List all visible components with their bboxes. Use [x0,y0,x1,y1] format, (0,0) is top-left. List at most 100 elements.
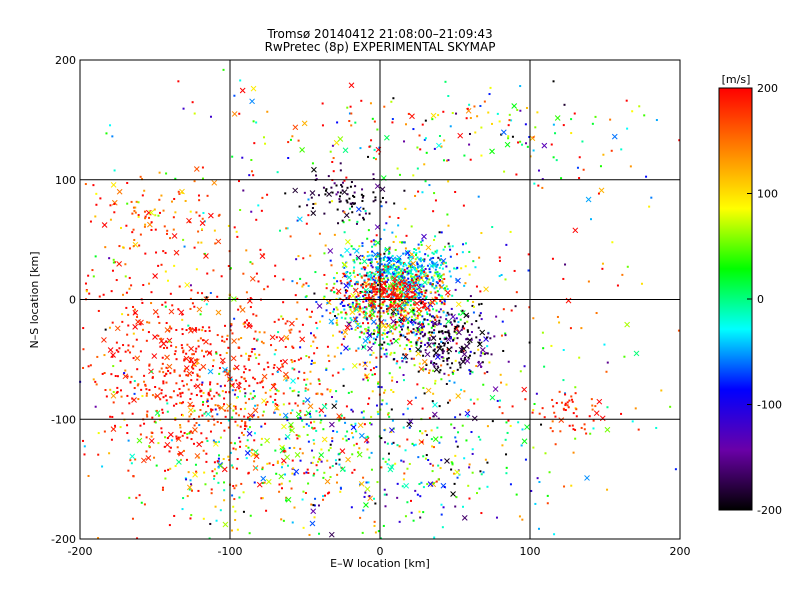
data-point-3685 [431,118,434,121]
data-point-2851 [574,437,577,440]
data-point-3168 [326,492,329,495]
data-point-475 [370,240,373,243]
data-point-983 [436,263,439,266]
data-point-2901 [339,302,342,305]
data-point-2007 [231,338,237,344]
data-point-2504 [479,438,482,441]
data-point-2999 [421,302,428,309]
data-point-700 [402,334,405,337]
data-point-1183 [486,352,489,355]
data-point-996 [420,264,423,267]
data-point-1062 [420,293,423,296]
data-point-2923 [282,403,285,406]
data-point-2435 [307,471,310,474]
data-point-2449 [214,505,217,508]
data-point-2666 [297,390,300,393]
data-point-3200 [460,267,463,270]
data-point-2727 [374,199,377,202]
data-point-1961 [82,327,85,330]
data-point-759 [340,311,343,314]
data-point-3311 [551,398,554,401]
data-point-2465 [313,442,316,445]
data-point-1442 [385,295,388,298]
data-point-2820 [414,489,417,492]
data-point-98 [343,304,346,307]
data-point-3571 [489,86,492,89]
data-point-3366 [329,476,332,479]
data-point-940 [377,255,380,258]
data-point-1032 [430,260,433,263]
data-point-3688 [552,156,555,159]
data-point-650 [372,337,375,340]
data-point-3468 [478,487,481,490]
data-point-468 [427,254,430,257]
data-point-1707 [236,235,239,238]
data-point-854 [409,285,412,288]
data-point-3440 [414,443,417,446]
data-point-3542 [396,482,399,485]
data-point-3434 [402,374,405,377]
data-point-3026 [239,79,242,82]
data-point-3381 [370,451,373,454]
data-point-2123 [126,424,129,427]
data-point-1511 [393,280,396,283]
data-point-351 [386,280,389,283]
data-point-2723 [368,212,371,215]
data-point-26 [421,233,427,240]
data-point-2144 [168,329,171,332]
data-point-1004 [393,264,396,267]
data-point-1061 [349,272,352,275]
data-point-2657 [310,359,313,362]
data-point-1803 [259,381,262,384]
data-point-3645 [405,123,408,126]
data-point-3426 [335,462,338,465]
data-point-1725 [139,350,142,353]
data-point-942 [449,275,452,278]
data-point-2191 [210,410,213,413]
data-point-1444 [420,291,423,294]
data-point-52 [446,348,449,351]
data-point-1779 [160,392,163,395]
data-point-219 [356,302,359,305]
data-point-1682 [302,257,305,260]
data-point-2983 [346,274,353,281]
data-point-1675 [191,431,194,434]
data-point-373 [382,332,385,335]
data-point-3292 [349,105,352,108]
data-point-670 [400,334,403,337]
data-point-1595 [169,446,172,449]
data-point-2451 [302,425,305,428]
data-point-1740 [270,344,273,347]
y-tick-label-1: -100 [51,413,76,426]
data-point-1867 [291,345,294,348]
data-point-2879 [367,278,370,281]
data-point-2769 [403,189,406,192]
y-tick-label-3: 100 [55,174,76,187]
data-point-1218 [447,352,450,355]
data-point-3561 [419,495,422,498]
data-point-1364 [439,316,442,319]
data-point-3511 [464,410,471,417]
data-point-2900 [103,354,106,357]
data-point-2961 [92,275,95,278]
data-point-1134 [436,275,439,278]
data-point-1368 [449,337,452,340]
data-point-2764 [372,200,375,203]
data-point-1358 [462,325,465,328]
data-point-392 [366,250,369,253]
data-point-702 [403,285,406,288]
data-point-1079 [382,256,385,259]
data-point-2748 [335,193,338,196]
data-point-3469 [572,451,575,454]
data-point-3365 [543,365,546,368]
data-point-2802 [363,297,366,300]
data-point-1509 [384,280,387,283]
data-point-2440 [322,495,325,498]
data-point-3358 [404,449,407,452]
data-point-1249 [432,323,435,326]
data-point-1780 [151,394,154,397]
data-point-1907 [119,359,122,362]
data-point-2861 [500,334,503,337]
data-point-2258 [233,442,236,445]
data-point-2539 [126,394,129,397]
